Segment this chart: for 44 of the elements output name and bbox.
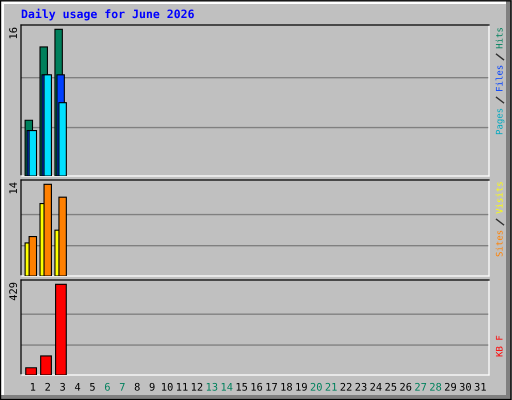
x-tick-label: 3 [60,382,65,391]
x-tick-label: 25 [385,382,396,391]
x-tick-label: 6 [104,382,110,391]
x-tick-label: 9 [150,382,155,391]
text: 14 [9,182,17,194]
text: Sites [496,230,503,256]
x-tick-label: 2 [45,382,50,391]
x-tick-label: 20 [310,382,322,391]
text: Visits [496,182,503,214]
text: 429 [9,282,18,300]
x-tick-label: 24 [370,382,382,391]
x-tick-label: 4 [74,383,80,391]
x-tick-label: 30 [460,382,471,391]
bar [58,196,67,276]
x-tick-label: 1 [30,383,36,391]
x-tick-label: 13 [206,382,218,391]
text: Pages [496,108,504,134]
x-tick-label: 8 [134,382,140,391]
x-tick-label: 26 [400,382,412,391]
x-tick-label: 27 [415,382,426,391]
x-tick-label: 22 [340,382,352,391]
x-tick-label: 31 [474,382,486,391]
x-tick-label: 10 [162,382,173,391]
x-tick-label: 5 [90,383,95,391]
text: KB F [496,336,503,356]
x-tick-label: 18 [281,382,292,391]
text: Hits [496,28,503,48]
bar [28,236,38,276]
x-tick-label: 23 [355,382,366,391]
x-tick-label: 14 [222,383,232,391]
x-tick-label: 28 [430,382,442,391]
x-tick-label: 11 [176,383,188,391]
x-tick-label: 21 [326,382,337,391]
x-tick-label: 29 [444,382,456,391]
x-tick-label: 12 [192,382,202,391]
x-tick-label: 15 [236,383,248,391]
text: 16 [9,28,18,38]
x-tick-label: 17 [266,383,277,391]
chart-title: Daily usage for June 2026 [22,8,194,20]
text: Files [496,66,503,91]
x-tick-label: 16 [252,382,262,391]
bar [43,184,52,276]
x-tick-label: 7 [120,383,125,391]
x-tick-label: 19 [296,382,307,391]
